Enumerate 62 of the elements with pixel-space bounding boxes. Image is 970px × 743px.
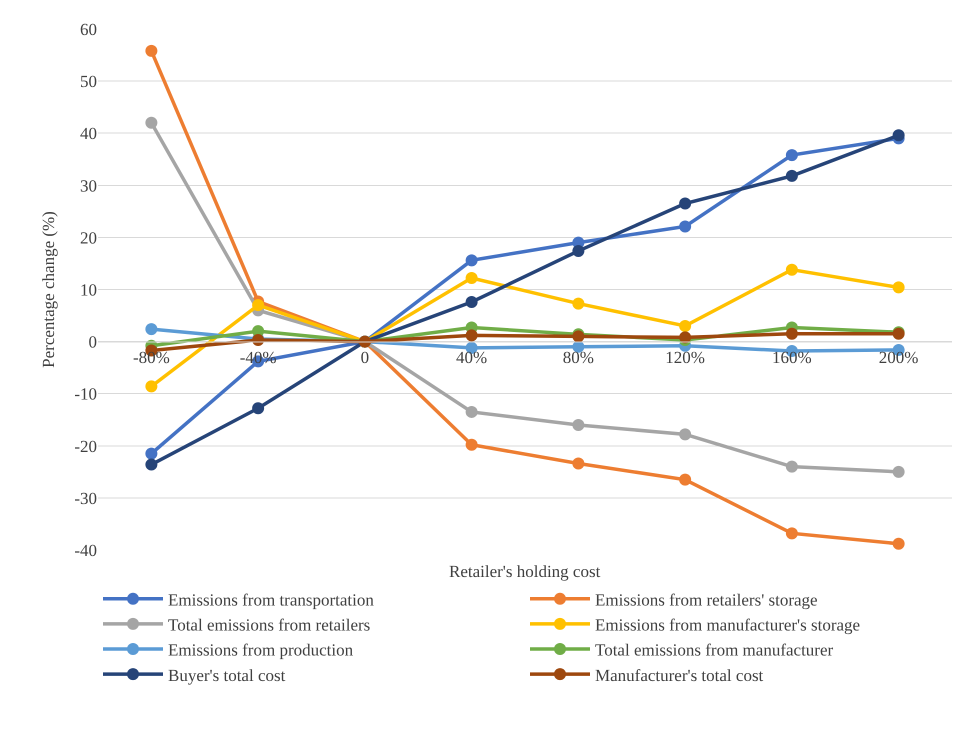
point (679, 198, 692, 210)
y-tick-label: 0 (88, 332, 97, 352)
legend-label: Manufacturer's total cost (595, 666, 764, 685)
point (572, 458, 584, 470)
y-tick-label: 20 (80, 228, 97, 248)
point (145, 44, 158, 57)
point (145, 458, 158, 471)
point (679, 331, 692, 344)
y-tick-label: 40 (80, 124, 97, 144)
legend-label: Emissions from transportation (168, 590, 374, 610)
y-tick-label: -30 (74, 488, 97, 508)
point (786, 460, 798, 473)
point (466, 296, 478, 308)
y-tick-label: 50 (80, 72, 97, 92)
point (679, 320, 692, 332)
y-tick-label: -10 (74, 384, 97, 404)
point (786, 527, 798, 540)
legend-label: Total emissions from retailers (168, 616, 370, 635)
point (572, 298, 584, 310)
point (466, 329, 478, 342)
x-tick-label: 0 (360, 348, 370, 367)
point (466, 272, 478, 284)
x-tick-label: 120% (665, 348, 705, 367)
point (892, 466, 905, 478)
y-axis-title: Percentage change (%) (39, 211, 58, 368)
y-tick-label: -20 (74, 436, 97, 456)
point (145, 448, 158, 460)
point (786, 264, 798, 276)
point (466, 438, 478, 451)
y-tick-label: 30 (80, 176, 97, 196)
point (892, 129, 905, 142)
point (145, 323, 158, 336)
point (572, 244, 584, 257)
y-tick-label: 60 (80, 20, 97, 39)
point (466, 254, 478, 266)
point (892, 281, 905, 294)
x-tick-label: 80% (562, 348, 594, 367)
point (892, 538, 905, 550)
x-tick-label: 200% (878, 348, 918, 367)
point (786, 328, 798, 340)
point (572, 418, 584, 431)
legend-label: Emissions from manufacturer's storage (595, 616, 860, 635)
legend-label: Total emissions from manufacturer (595, 640, 834, 660)
point (252, 299, 264, 312)
x-tick-label: 40% (456, 348, 488, 367)
x-tick-label: -80% (132, 348, 170, 367)
x-tick-label: 160% (772, 348, 812, 367)
legend-label: Emissions from retailers' storage (595, 590, 818, 610)
y-tick-label: -40 (74, 540, 97, 560)
point (145, 116, 158, 129)
x-axis-title: Retailer's holding cost (449, 562, 601, 581)
point (252, 402, 264, 414)
point (466, 406, 478, 418)
point (786, 170, 798, 182)
point (679, 474, 692, 486)
point (786, 149, 798, 162)
legend-label: Buyer's total cost (168, 666, 286, 685)
point (145, 380, 158, 392)
point (679, 220, 692, 232)
legend-label: Emissions from production (168, 640, 354, 660)
point (679, 428, 692, 440)
y-tick-label: 10 (80, 280, 97, 300)
